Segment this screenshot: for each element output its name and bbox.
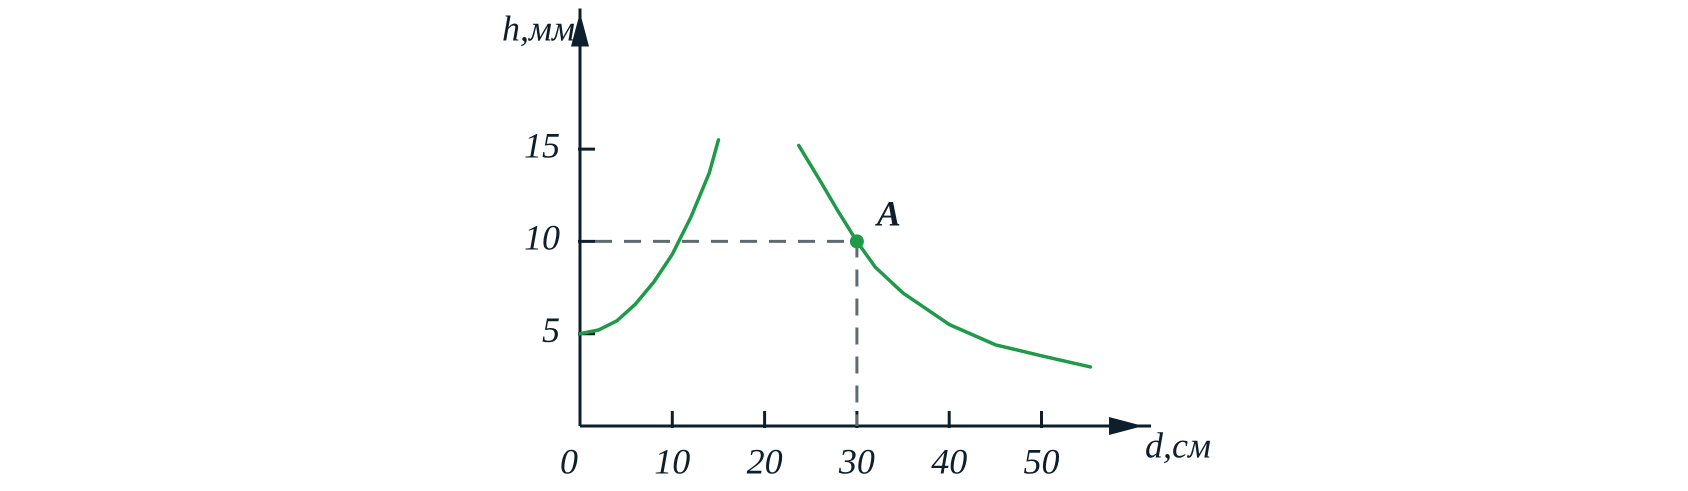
data-point	[849, 234, 864, 249]
x-tick-label: 0	[560, 441, 578, 481]
y-tick-label: 15	[524, 125, 560, 165]
x-tick-label: 20	[747, 441, 783, 481]
y-arrow	[571, 12, 589, 47]
x-arrow	[1109, 417, 1144, 435]
guide-line	[595, 239, 859, 426]
point-label: A	[875, 194, 901, 234]
x-tick-label: 50	[1024, 441, 1060, 481]
x-tick-label: 10	[654, 441, 690, 481]
x-tick-label: 30	[838, 441, 875, 481]
y-axis-label: h,мм	[502, 8, 575, 48]
y-tick-label: 10	[524, 218, 560, 258]
y-tick-label: 5	[542, 310, 560, 350]
curve	[578, 138, 721, 336]
x-axis-label: d,см	[1145, 425, 1211, 465]
curve	[797, 143, 1093, 369]
x-tick-label: 40	[931, 441, 967, 481]
